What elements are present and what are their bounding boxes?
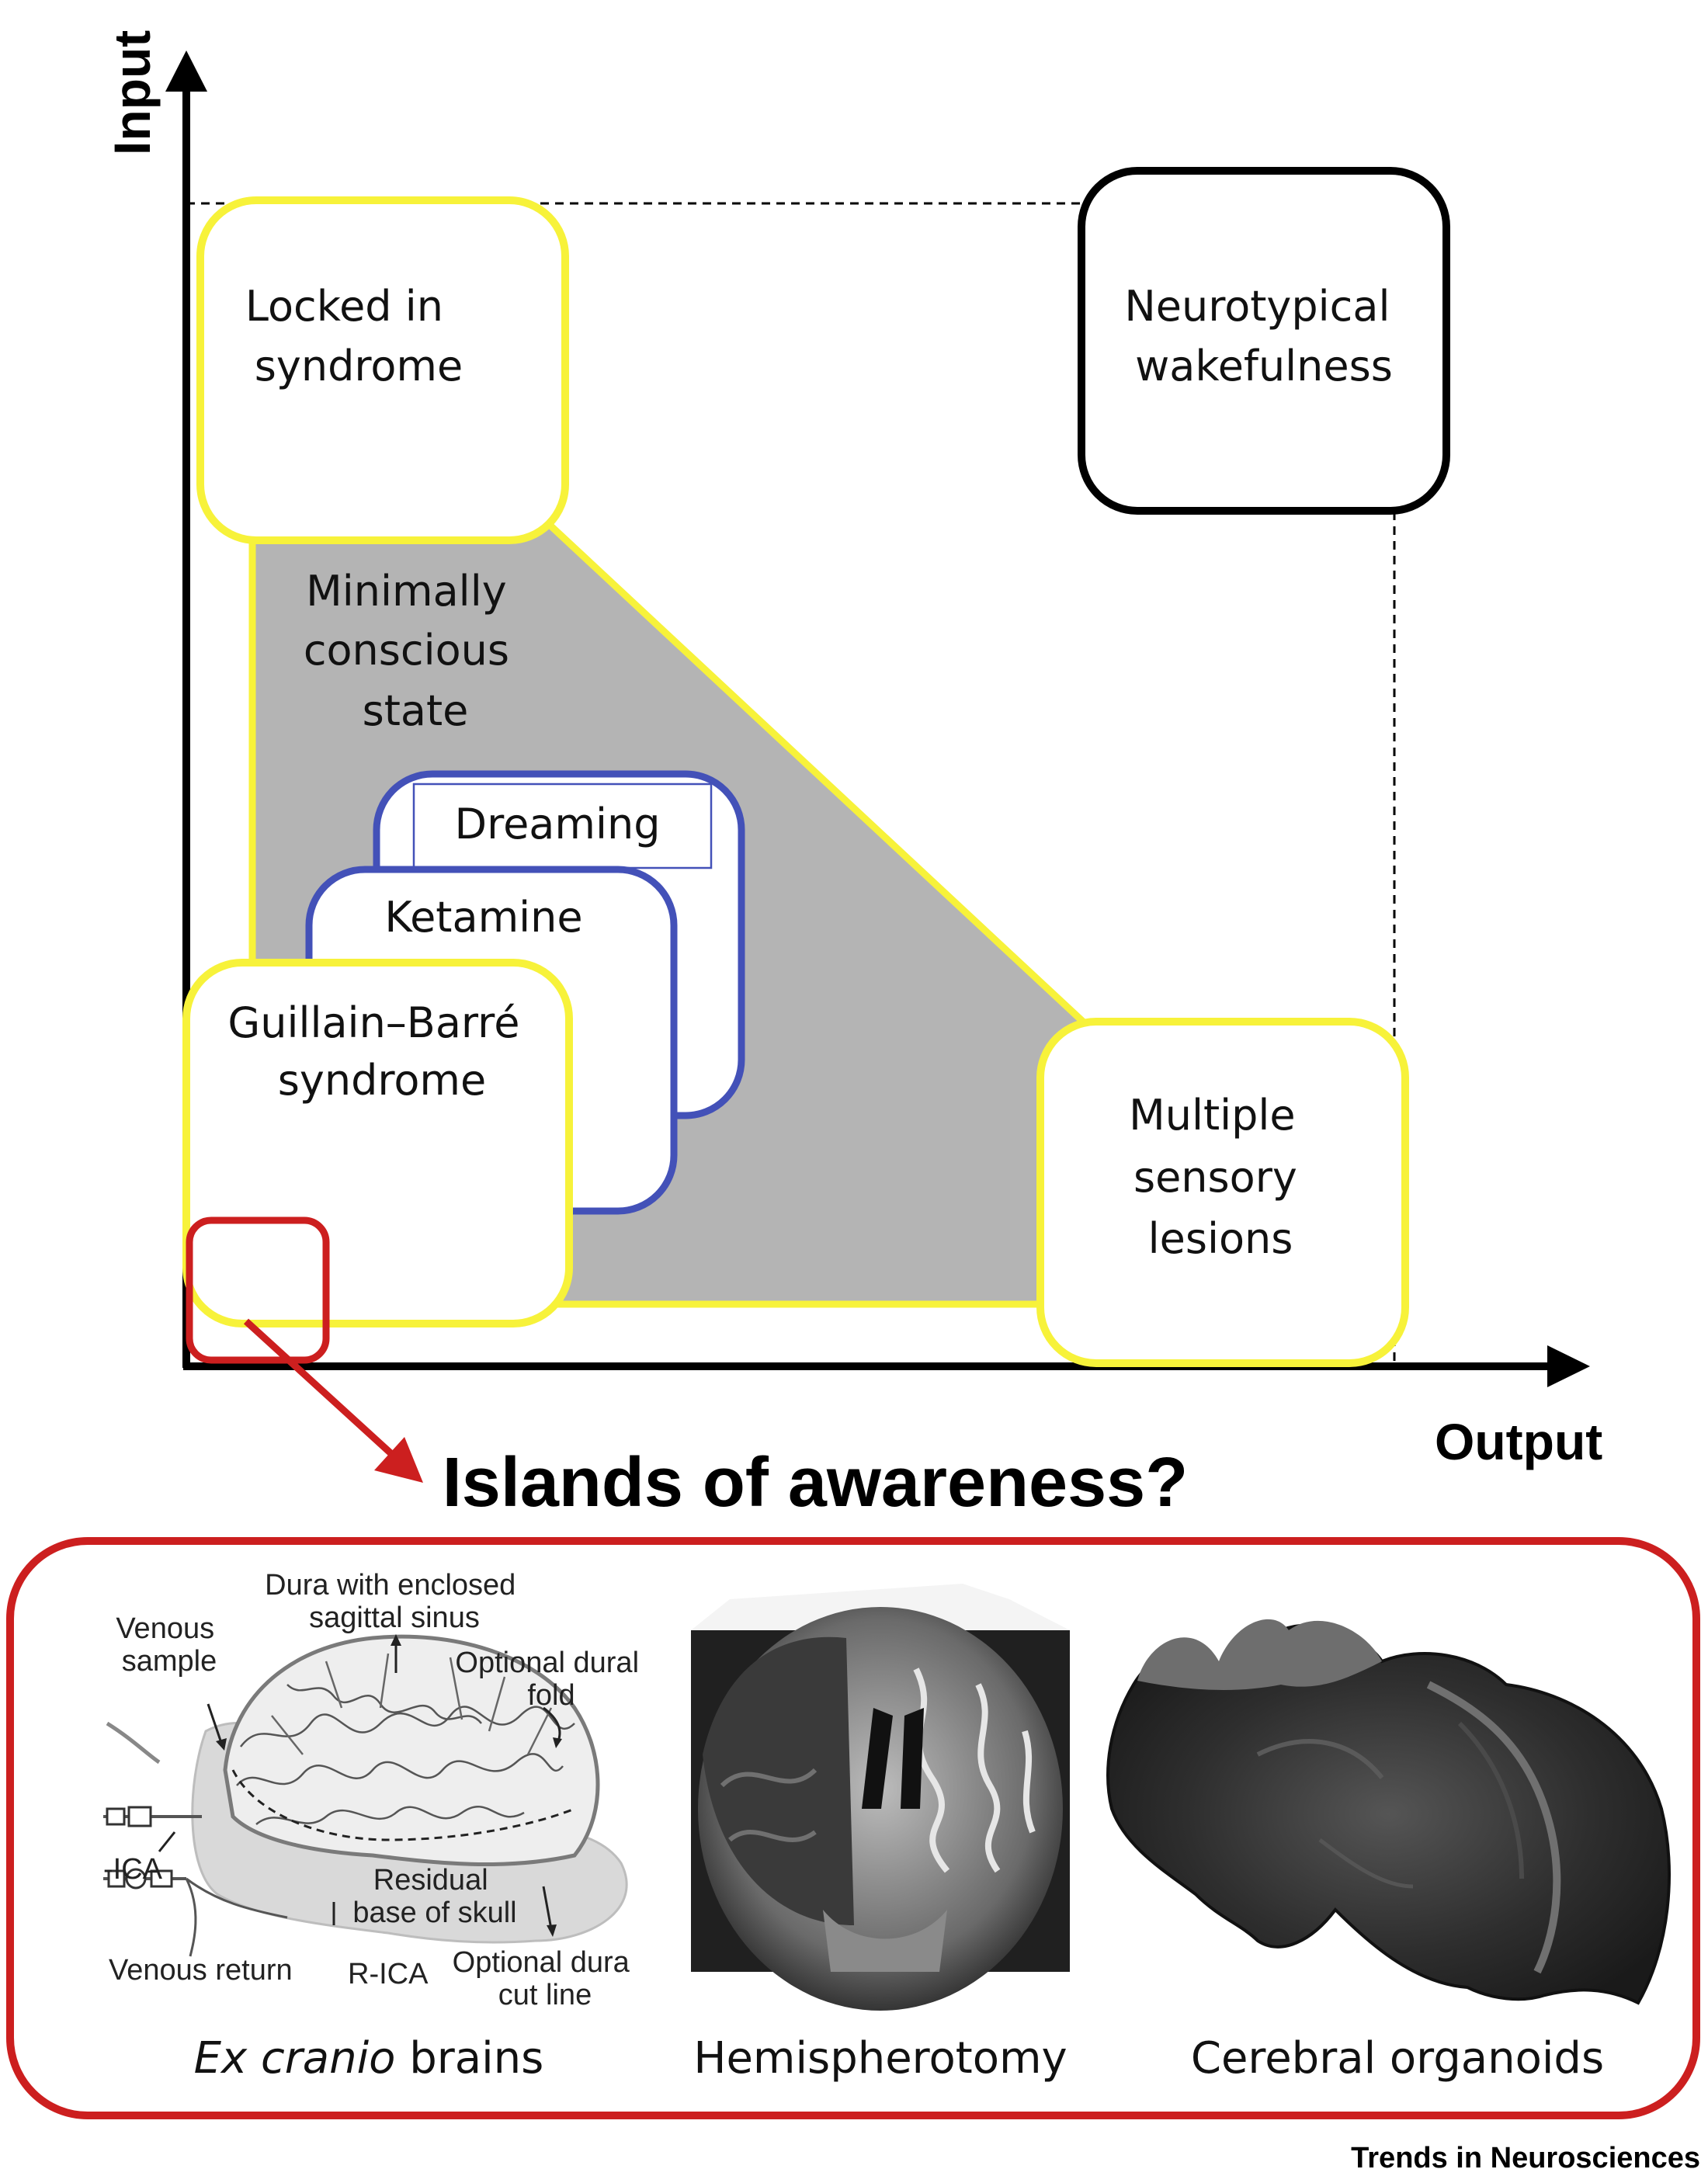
guillain-barre-label: Guillain–Barré syndrome: [227, 998, 533, 1105]
source-credit: Trends in Neurosciences: [1351, 2142, 1700, 2174]
venous-sample-annotation: Venous sample: [116, 1612, 222, 1678]
ketamine-label: Ketamine: [384, 893, 582, 942]
ex-cranio-caption: Ex cranio brains: [194, 2033, 544, 2084]
multiple-sensory-box: [1036, 1018, 1409, 1367]
locked-in-label: Locked in syndrome: [245, 282, 463, 390]
multiple-sensory-label: Multiple sensory lesions: [1129, 1091, 1311, 1263]
islands-origin-box: [186, 1216, 330, 1364]
islands-arrow: [243, 1318, 399, 1461]
ex-cranio-illustration: [103, 1576, 662, 2018]
hemispherotomy-mri-image: [691, 1584, 1070, 2011]
y-axis-label: Input: [103, 30, 161, 155]
neurotypical-label: Neurotypical wakefulness: [1124, 282, 1403, 390]
venous-return-annotation: Venous return: [109, 1954, 293, 1987]
y-axis-arrow: [165, 50, 207, 92]
cerebral-organoid-image: [1106, 1619, 1671, 2005]
x-axis-arrow: [1547, 1345, 1590, 1387]
locked-in-box: [196, 196, 569, 544]
x-axis-label: Output: [1435, 1413, 1602, 1470]
islands-title: Islands of awareness?: [443, 1444, 1188, 1522]
organoids-caption: Cerebral organoids: [1191, 2033, 1604, 2084]
hemispherotomy-caption: Hemispherotomy: [693, 2033, 1067, 2084]
dura-annotation: Dura with enclosed sagittal sinus: [265, 1569, 524, 1634]
r-ica-annotation: R-ICA: [348, 1958, 429, 1990]
l-ica-annotation: -ICA: [103, 1853, 163, 1886]
optional-dura-cut-annotation: Optional dura cut line: [453, 1946, 638, 2011]
neurotypical-box: [1078, 167, 1450, 515]
dreaming-label: Dreaming: [454, 800, 660, 849]
optional-dural-fold-annotation: Optional dural fold: [455, 1647, 647, 1712]
mcs-label: Minimally conscious state: [304, 567, 522, 735]
guillain-barre-box: [182, 959, 573, 1327]
islands-arrowhead: [374, 1437, 423, 1483]
residual-annotation: Residual base of skull: [352, 1864, 516, 1929]
